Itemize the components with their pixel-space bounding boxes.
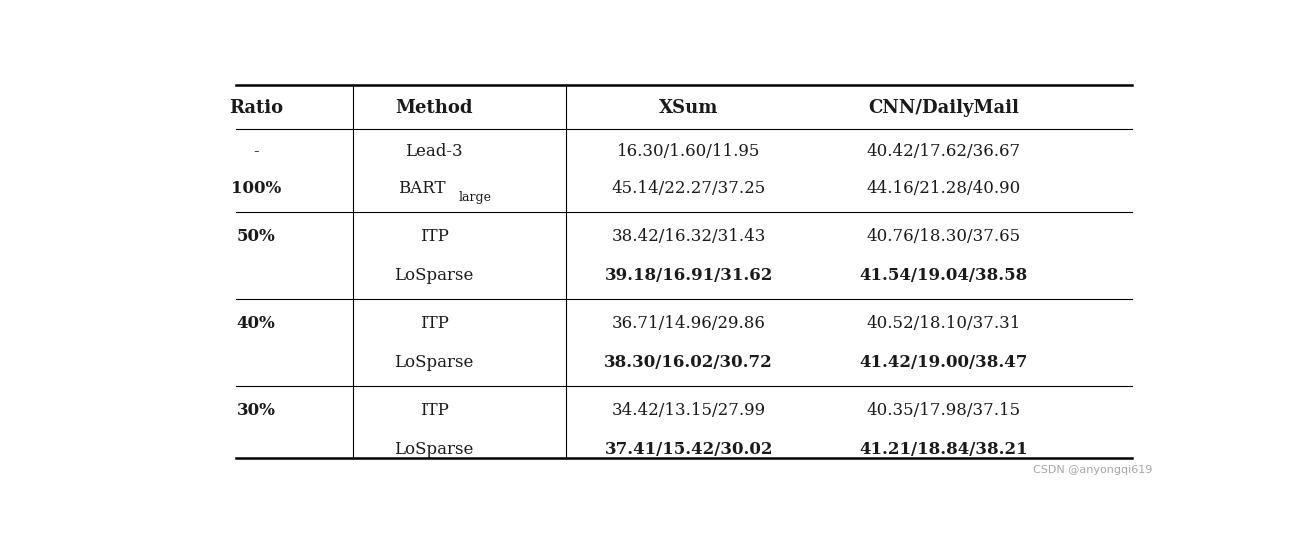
Text: 16.30/1.60/11.95: 16.30/1.60/11.95 [618,143,761,160]
Text: 34.42/13.15/27.99: 34.42/13.15/27.99 [611,402,766,419]
Text: 100%: 100% [231,180,281,197]
Text: 40%: 40% [237,315,275,332]
Text: 50%: 50% [237,228,275,245]
Text: ITP: ITP [419,315,448,332]
Text: -: - [254,143,259,160]
Text: LoSparse: LoSparse [394,267,474,284]
Text: 37.41/15.42/30.02: 37.41/15.42/30.02 [604,441,773,458]
Text: 30%: 30% [237,402,276,419]
Text: ITP: ITP [419,228,448,245]
Text: 41.54/19.04/38.58: 41.54/19.04/38.58 [859,267,1028,284]
Text: 40.42/17.62/36.67: 40.42/17.62/36.67 [866,143,1021,160]
Text: Ratio: Ratio [229,99,283,117]
Text: BART: BART [398,180,445,197]
Text: 40.35/17.98/37.15: 40.35/17.98/37.15 [866,402,1021,419]
Text: 40.76/18.30/37.65: 40.76/18.30/37.65 [866,228,1021,245]
Text: large: large [459,192,491,204]
Text: Method: Method [396,99,473,117]
Text: 44.16/21.28/40.90: 44.16/21.28/40.90 [866,180,1021,197]
Text: XSum: XSum [660,99,719,117]
Text: 38.42/16.32/31.43: 38.42/16.32/31.43 [611,228,766,245]
Text: 38.30/16.02/30.72: 38.30/16.02/30.72 [604,355,773,371]
Text: 45.14/22.27/37.25: 45.14/22.27/37.25 [611,180,766,197]
Text: 40.52/18.10/37.31: 40.52/18.10/37.31 [866,315,1021,332]
Text: 39.18/16.91/31.62: 39.18/16.91/31.62 [604,267,773,284]
Text: 41.42/19.00/38.47: 41.42/19.00/38.47 [859,355,1028,371]
Text: ITP: ITP [419,402,448,419]
Text: LoSparse: LoSparse [394,355,474,371]
Text: 36.71/14.96/29.86: 36.71/14.96/29.86 [612,315,766,332]
Text: Lead-3: Lead-3 [405,143,463,160]
Text: CSDN @anyongqi619: CSDN @anyongqi619 [1033,465,1152,475]
Text: 41.21/18.84/38.21: 41.21/18.84/38.21 [859,441,1028,458]
Text: CNN/DailyMail: CNN/DailyMail [867,99,1018,117]
Text: LoSparse: LoSparse [394,441,474,458]
